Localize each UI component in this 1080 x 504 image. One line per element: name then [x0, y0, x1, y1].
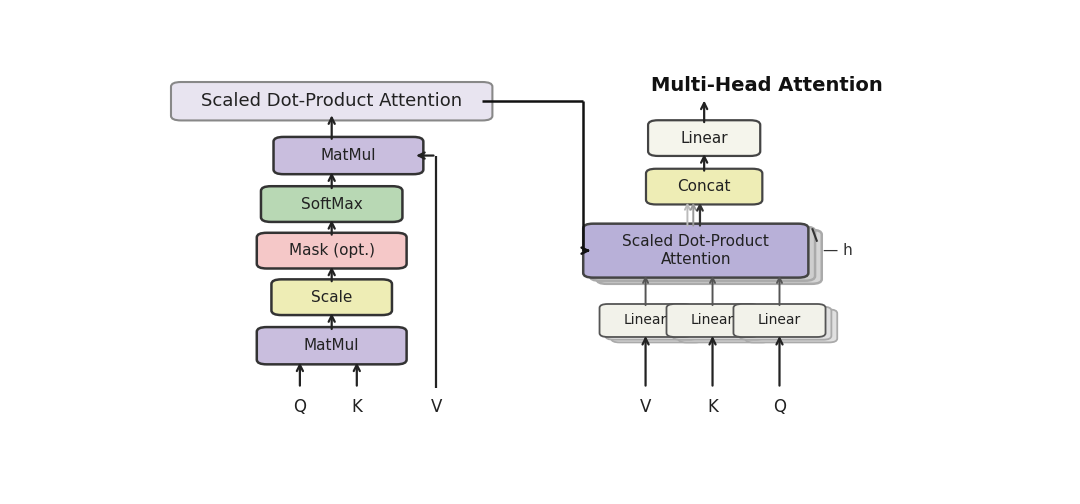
Text: Linear: Linear: [680, 131, 728, 146]
FancyBboxPatch shape: [673, 307, 765, 340]
Text: Mask (opt.): Mask (opt.): [288, 243, 375, 258]
Text: K: K: [351, 398, 362, 416]
Text: K: K: [707, 398, 718, 416]
Text: Multi-Head Attention: Multi-Head Attention: [651, 76, 882, 95]
FancyBboxPatch shape: [583, 224, 808, 278]
FancyBboxPatch shape: [648, 120, 760, 156]
FancyBboxPatch shape: [611, 309, 703, 342]
Text: Q: Q: [773, 398, 786, 416]
Text: V: V: [639, 398, 651, 416]
FancyBboxPatch shape: [740, 307, 832, 340]
Text: Attention: Attention: [661, 252, 731, 267]
FancyBboxPatch shape: [271, 279, 392, 315]
Text: Scaled Dot-Product Attention: Scaled Dot-Product Attention: [201, 92, 462, 110]
FancyBboxPatch shape: [596, 230, 822, 284]
Text: Linear: Linear: [758, 313, 801, 328]
FancyBboxPatch shape: [257, 327, 406, 364]
Text: Scale: Scale: [311, 290, 352, 305]
FancyBboxPatch shape: [599, 304, 691, 337]
FancyBboxPatch shape: [606, 307, 698, 340]
Text: MatMul: MatMul: [303, 338, 360, 353]
FancyBboxPatch shape: [646, 169, 762, 205]
FancyBboxPatch shape: [257, 233, 406, 269]
FancyBboxPatch shape: [745, 309, 837, 342]
Text: Scaled Dot-Product: Scaled Dot-Product: [622, 234, 769, 249]
Text: SoftMax: SoftMax: [301, 197, 363, 212]
FancyBboxPatch shape: [666, 304, 758, 337]
Text: — h: — h: [823, 243, 853, 258]
FancyBboxPatch shape: [590, 227, 815, 281]
Text: V: V: [431, 398, 442, 416]
Text: Q: Q: [294, 398, 307, 416]
Text: Linear: Linear: [624, 313, 667, 328]
FancyBboxPatch shape: [261, 186, 403, 222]
FancyBboxPatch shape: [678, 309, 770, 342]
FancyBboxPatch shape: [273, 137, 423, 174]
Text: Concat: Concat: [677, 179, 731, 194]
FancyBboxPatch shape: [733, 304, 825, 337]
FancyBboxPatch shape: [171, 82, 492, 120]
Text: Linear: Linear: [691, 313, 734, 328]
Text: MatMul: MatMul: [321, 148, 376, 163]
